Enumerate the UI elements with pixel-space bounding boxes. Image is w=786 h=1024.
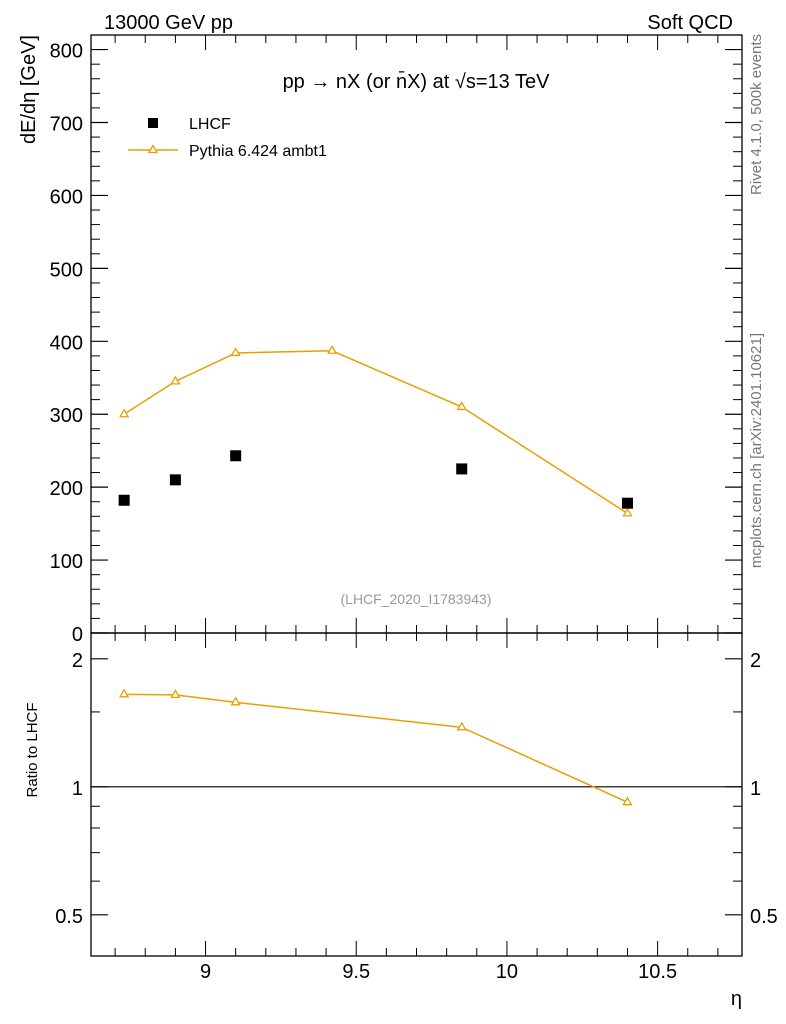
- main-y-tick-label: 600: [50, 186, 83, 208]
- ratio-y-tick-label: 1: [72, 778, 83, 800]
- lhcf-point: [621, 497, 633, 509]
- legend: LHCF Pythia 6.424 ambt1: [128, 116, 327, 160]
- main-y-tick-label: 700: [50, 114, 83, 136]
- main-y-tick-label: 500: [50, 259, 83, 281]
- ratio-y-tick-label: 0.5: [55, 906, 83, 928]
- main-panel: 0 100 200 300 400 500 600 700 800 pp → nX (or n̄…: [18, 34, 743, 646]
- pythia-point: [326, 344, 338, 354]
- main-y-tick-label: 200: [50, 478, 83, 500]
- ratio-line: [124, 693, 628, 803]
- x-tick-label: 9.5: [342, 961, 370, 983]
- x-tick-label: 9: [200, 961, 211, 983]
- ratio-y-axis-label: Ratio to LHCF: [24, 702, 41, 797]
- ratio-point: [119, 688, 130, 698]
- main-y-tick-label: 0: [72, 624, 83, 646]
- x-tick-label: 10.5: [638, 961, 677, 983]
- lhcf-point: [118, 494, 130, 506]
- ratio-y-tick-label: 2: [72, 650, 83, 672]
- main-y-tick-label: 100: [50, 551, 83, 573]
- pythia-point: [170, 375, 181, 385]
- legend-marker-pythia: [147, 144, 159, 154]
- x-tick-label: 10: [496, 961, 518, 983]
- pythia-point: [230, 347, 241, 357]
- ratio-axis-ticks: [91, 633, 742, 957]
- ratio-point: [622, 796, 633, 806]
- pythia-point: [456, 401, 467, 411]
- main-tick-labels: 0 100 200 300 400 500 600 700 800: [50, 41, 83, 646]
- pythia-line: [123, 350, 628, 515]
- ratio-panel: 9 9.5 10 10.5 0.5 0.5 1 1 2 2 Ratio to LHCF η: [24, 632, 778, 1010]
- main-plot-title: pp → nX (or n̄X) at √s=13 TeV: [283, 70, 551, 93]
- y-axis-label: dE/dη [GeV]: [18, 35, 40, 144]
- ratio-point: [230, 696, 241, 706]
- x-axis-label: η: [731, 988, 742, 1010]
- ratio-y-tick-label-right: 2: [750, 650, 761, 672]
- legend-label-lhcf: LHCF: [189, 116, 231, 133]
- ratio-plot-frame: [90, 632, 743, 957]
- ratio-y-tick-label-right: 1: [750, 778, 761, 800]
- main-axis-ticks: [91, 35, 742, 634]
- mcplots-label: mcplots.cern.ch [arXiv:2401.10621]: [748, 333, 765, 568]
- ratio-data-series: [119, 688, 633, 806]
- ratio-tick-labels: 9 9.5 10 10.5 0.5 0.5 1 1 2 2: [55, 650, 778, 983]
- lhcf-point: [456, 463, 468, 475]
- lhcf-point: [230, 450, 242, 462]
- main-data-series: [118, 344, 633, 517]
- ratio-point: [456, 721, 467, 731]
- main-y-tick-label: 800: [50, 41, 83, 63]
- main-y-tick-label: 300: [50, 405, 83, 427]
- legend-marker-lhcf: [148, 118, 158, 128]
- ratio-point: [170, 689, 181, 699]
- pythia-point: [622, 507, 633, 517]
- analysis-tag: (LHCF_2020_I1783943): [341, 591, 492, 607]
- pythia-point: [119, 408, 130, 418]
- main-y-tick-label: 400: [50, 332, 83, 354]
- header-right-label: Soft QCD: [647, 12, 733, 34]
- header-left-label: 13000 GeV pp: [104, 12, 233, 34]
- rivet-version-label: Rivet 4.1.0, 500k events: [748, 34, 765, 195]
- legend-label-pythia: Pythia 6.424 ambt1: [189, 143, 327, 160]
- lhcf-point: [169, 474, 181, 486]
- ratio-y-tick-label-right: 0.5: [750, 906, 778, 928]
